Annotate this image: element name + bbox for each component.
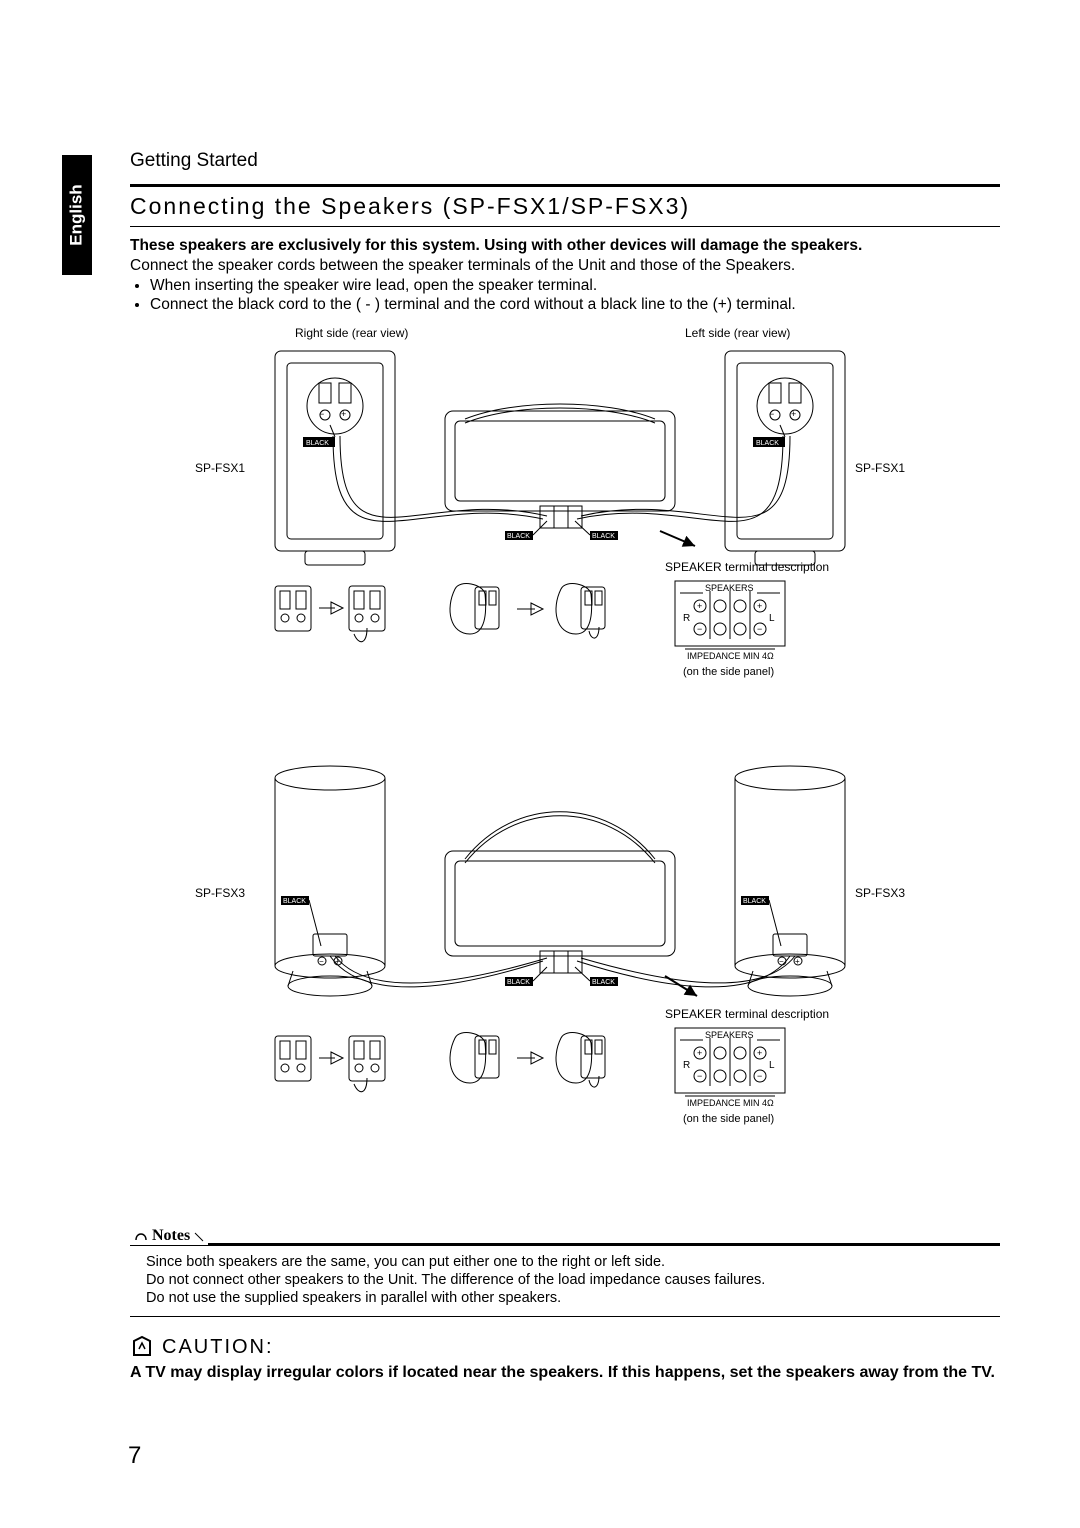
bullet-item: Connect the black cord to the ( - ) term… [150, 296, 1000, 314]
svg-text:+: + [341, 409, 346, 419]
svg-text:−: − [697, 1071, 702, 1081]
caution-row: CAUTION: [130, 1335, 1000, 1359]
diagram-bottom-svg: − + BLACK − [165, 756, 965, 1186]
notes-badge: Notes [130, 1227, 208, 1245]
svg-text:SPEAKERS: SPEAKERS [705, 1030, 754, 1040]
breadcrumb: Getting Started [130, 150, 1000, 172]
svg-text:SPEAKERS: SPEAKERS [705, 583, 754, 593]
svg-text:−: − [757, 624, 762, 634]
svg-text:−: − [319, 957, 324, 966]
svg-text:L: L [769, 1060, 775, 1071]
svg-text:SPEAKER terminal description: SPEAKER terminal description [665, 1007, 829, 1021]
svg-text:+: + [757, 601, 762, 611]
caution-title: CAUTION: [162, 1336, 274, 1359]
svg-text:(on the side panel): (on the side panel) [683, 1113, 774, 1125]
svg-text:R: R [683, 1060, 690, 1071]
svg-text:IMPEDANCE MIN 4Ω: IMPEDANCE MIN 4Ω [687, 651, 774, 661]
note-item: Since both speakers are the same, you ca… [146, 1254, 1000, 1270]
caution-icon [130, 1335, 154, 1359]
svg-text:BLACK: BLACK [507, 533, 530, 540]
diagram-area: Right side (rear view) Left side (rear v… [165, 326, 965, 1206]
bullet-list: When inserting the speaker wire lead, op… [150, 277, 1000, 314]
note-item: Do not connect other speakers to the Uni… [146, 1272, 1000, 1288]
left-side-label: Left side (rear view) [685, 326, 790, 340]
language-tab-label: English [67, 184, 87, 245]
notes-label: Notes [152, 1227, 190, 1244]
svg-text:−: − [319, 409, 324, 419]
svg-text:IMPEDANCE MIN 4Ω: IMPEDANCE MIN 4Ω [687, 1098, 774, 1108]
svg-text:−: − [757, 1071, 762, 1081]
svg-text:L: L [769, 613, 775, 624]
section-title: Connecting the Speakers (SP-FSX1/SP-FSX3… [130, 184, 1000, 227]
bullet-item: When inserting the speaker wire lead, op… [150, 277, 1000, 295]
caution-text: A TV may display irregular colors if loc… [130, 1363, 1000, 1383]
svg-text:BLACK: BLACK [756, 440, 779, 447]
svg-text:BLACK: BLACK [592, 979, 615, 986]
svg-text:(on the side panel): (on the side panel) [683, 666, 774, 678]
svg-text:+: + [795, 957, 800, 966]
notes-icon-right [194, 1232, 204, 1242]
svg-text:BLACK: BLACK [743, 898, 766, 905]
notes-header: Notes [130, 1224, 1000, 1246]
svg-text:SPEAKER terminal description: SPEAKER terminal description [665, 560, 829, 574]
diagram-top-svg: − + BLACK [165, 341, 965, 741]
intro-paragraph: Connect the speaker cords between the sp… [130, 257, 1000, 275]
intro-bold: These speakers are exclusively for this … [130, 237, 1000, 255]
svg-text:BLACK: BLACK [306, 440, 329, 447]
svg-text:−: − [697, 624, 702, 634]
notes-block: Notes Since both speakers are the same, … [130, 1224, 1000, 1317]
page-number: 7 [128, 1442, 141, 1470]
svg-text:BLACK: BLACK [283, 898, 306, 905]
language-tab: English [62, 155, 92, 275]
right-side-label: Right side (rear view) [295, 326, 408, 340]
notes-list: Since both speakers are the same, you ca… [130, 1246, 1000, 1317]
svg-text:BLACK: BLACK [507, 979, 530, 986]
notes-icon [134, 1228, 148, 1242]
svg-text:−: − [769, 409, 774, 419]
svg-text:+: + [791, 409, 796, 419]
note-item: Do not use the supplied speakers in para… [146, 1290, 1000, 1306]
svg-text:BLACK: BLACK [592, 533, 615, 540]
svg-text:+: + [697, 601, 702, 611]
svg-text:+: + [697, 1048, 702, 1058]
svg-text:+: + [757, 1048, 762, 1058]
svg-text:R: R [683, 613, 690, 624]
